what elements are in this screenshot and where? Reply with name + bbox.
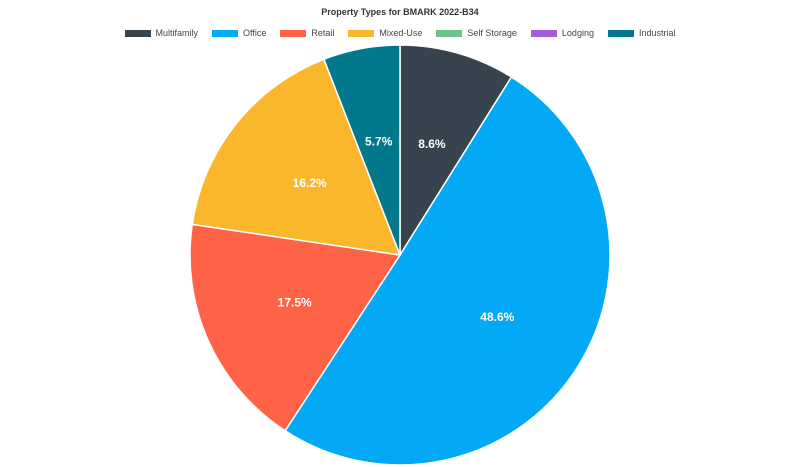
legend-label: Mixed-Use [379, 28, 423, 38]
slice-label: 17.5% [278, 295, 312, 309]
legend-swatch [280, 29, 307, 37]
legend-item-self-storage[interactable]: Self Storage [436, 28, 517, 38]
legend-label: Office [243, 28, 267, 38]
pie-slice-mixed-use[interactable] [191, 58, 402, 256]
slice-label: 5.7% [365, 134, 393, 148]
legend: Multifamily Office Retail Mixed-Use Self Sto… [0, 28, 800, 38]
legend-item-retail[interactable]: Retail [280, 28, 334, 38]
pie-slice-multifamily[interactable] [399, 44, 513, 258]
pie-slice-office[interactable] [284, 75, 611, 466]
legend-label: Industrial [638, 28, 676, 38]
legend-item-lodging[interactable]: Lodging [530, 28, 594, 38]
legend-label: Multifamily [155, 28, 199, 38]
slice-label: 48.6% [480, 310, 514, 324]
pie-slice-retail[interactable] [189, 223, 402, 432]
legend-swatch [212, 29, 239, 37]
slice-label: 16.2% [293, 176, 327, 190]
legend-item-multifamily[interactable]: Multifamily [124, 28, 199, 38]
legend-swatch [607, 29, 634, 37]
legend-label: Self Storage [467, 28, 517, 38]
legend-swatch [530, 29, 557, 37]
legend-swatch [436, 29, 463, 37]
slice-label: 8.6% [418, 137, 446, 151]
legend-label: Retail [311, 28, 335, 38]
legend-item-industrial[interactable]: Industrial [607, 28, 676, 38]
legend-item-office[interactable]: Office [212, 28, 266, 38]
legend-swatch [348, 29, 375, 37]
legend-item-mixed-use[interactable]: Mixed-Use [348, 28, 422, 38]
legend-label: Lodging [561, 28, 594, 38]
legend-swatch [124, 29, 151, 37]
chart-title: Property Types for BMARK 2022-B34 [321, 7, 479, 17]
pie-slice-industrial[interactable] [322, 44, 401, 256]
